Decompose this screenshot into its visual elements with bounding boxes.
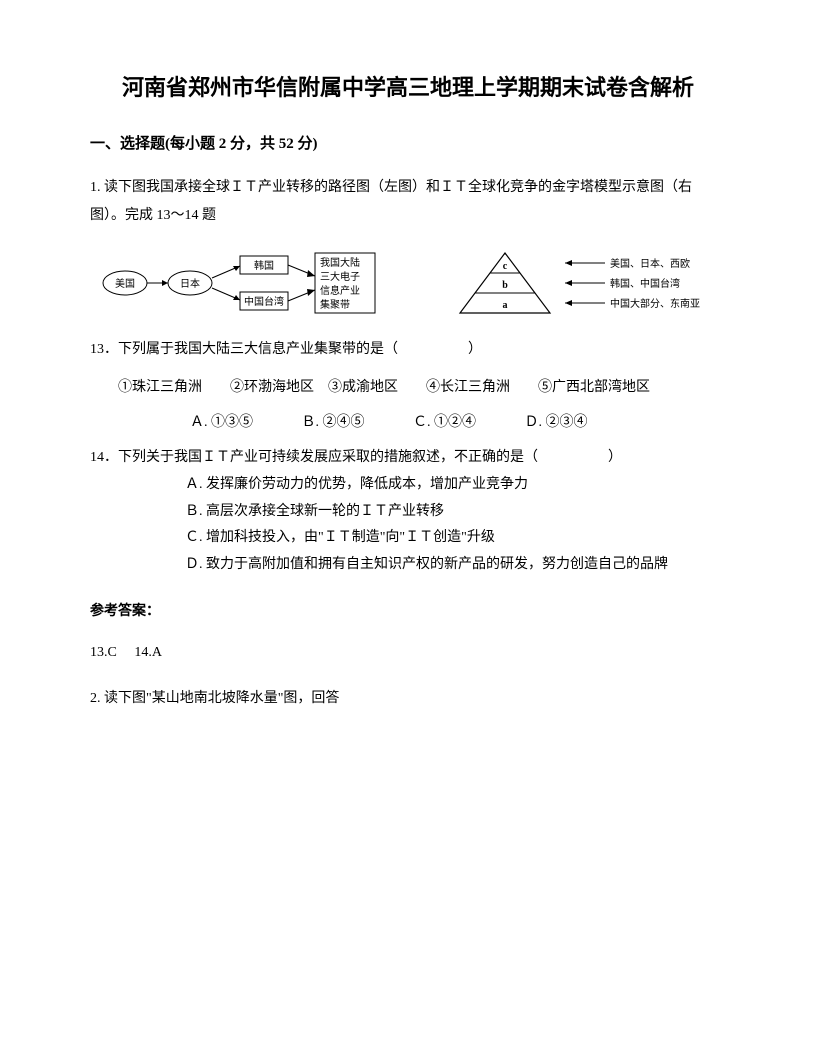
q13-opt-d: Ｄ. ②③④ xyxy=(525,415,588,430)
q14-text: 14．下列关于我国ＩＴ产业可持续发展应采取的措施叙述，不正确的是（ ） xyxy=(90,444,726,472)
q14-opt-a: Ａ. 发挥廉价劳动力的优势，降低成本，增加产业竞争力 xyxy=(185,472,726,499)
q13-opt-c: Ｃ. ①②④ xyxy=(413,415,476,430)
q14-opt-d-wrap: Ｄ. 致力于高附加值和拥有自主知识产权的新产品的研发，努力创造自己的品牌 xyxy=(90,552,726,579)
svg-text:日本: 日本 xyxy=(180,277,200,290)
q13-opt-b: Ｂ. ②④⑤ xyxy=(302,415,365,430)
pyramid-diagram: c b a 美国、日本、西欧 韩国、中国台湾 中国大部分、东南亚 xyxy=(450,248,710,318)
document-title: 河南省郑州市华信附属中学高三地理上学期期末试卷含解析 xyxy=(90,70,726,105)
q13-options: Ａ. ①③⑤ Ｂ. ②④⑤ Ｃ. ①②④ Ｄ. ②③④ xyxy=(90,410,726,437)
svg-text:美国、日本、西欧: 美国、日本、西欧 xyxy=(610,257,690,270)
q1-intro-text: 1. 读下图我国承接全球ＩＴ产业转移的路径图（左图）和ＩＴ全球化竞争的金字塔模型… xyxy=(90,174,726,230)
svg-text:中国大部分、东南亚: 中国大部分、东南亚 xyxy=(610,297,700,310)
q14-options: Ａ. 发挥廉价劳动力的优势，降低成本，增加产业竞争力 Ｂ. 高层次承接全球新一轮… xyxy=(90,472,726,552)
q13-choices: ①珠江三角洲 ②环渤海地区 ③成渝地区 ④长江三角洲 ⑤广西北部湾地区 xyxy=(90,374,726,402)
svg-text:三大电子: 三大电子 xyxy=(320,270,360,283)
svg-text:c: c xyxy=(503,261,508,272)
section-label: 一、选择题(每小题 2 分，共 52 分) xyxy=(90,136,318,152)
q14-opt-b: Ｂ. 高层次承接全球新一轮的ＩＴ产业转移 xyxy=(185,499,726,526)
svg-text:我国大陆: 我国大陆 xyxy=(320,256,360,269)
flow-diagram: 美国 日本 韩国 中国台湾 我国大陆 三大电子 信息产业 集聚带 xyxy=(100,248,420,318)
answer-value: 13.C 14.A xyxy=(90,640,726,667)
svg-text:集聚带: 集聚带 xyxy=(320,298,350,311)
q14-opt-d: Ｄ. 致力于高附加值和拥有自主知识产权的新产品的研发，努力创造自己的品牌 xyxy=(90,557,668,572)
q13-opt-a: Ａ. ①③⑤ xyxy=(190,415,253,430)
q14-opt-c: Ｃ. 增加科技投入，由"ＩＴ制造"向"ＩＴ创造"升级 xyxy=(185,525,726,552)
question-1-intro: 1. 读下图我国承接全球ＩＴ产业转移的路径图（左图）和ＩＴ全球化竞争的金字塔模型… xyxy=(90,174,726,230)
answer-label: 参考答案： xyxy=(90,599,726,626)
question-2: 2. 读下图"某山地南北坡降水量"图，回答 xyxy=(90,685,726,713)
svg-text:b: b xyxy=(502,280,508,291)
svg-text:a: a xyxy=(503,300,508,311)
svg-text:信息产业: 信息产业 xyxy=(320,284,360,297)
section-header: 一、选择题(每小题 2 分，共 52 分) xyxy=(90,130,726,159)
diagram-container: 美国 日本 韩国 中国台湾 我国大陆 三大电子 信息产业 集聚带 c b a 美… xyxy=(100,248,726,318)
svg-text:韩国、中国台湾: 韩国、中国台湾 xyxy=(610,277,680,290)
svg-text:韩国: 韩国 xyxy=(254,259,274,272)
q13-text: 13．下列属于我国大陆三大信息产业集聚带的是（ ） xyxy=(90,336,726,364)
svg-text:中国台湾: 中国台湾 xyxy=(244,295,284,308)
q13-choices-text xyxy=(90,380,118,395)
svg-text:美国: 美国 xyxy=(115,277,135,290)
